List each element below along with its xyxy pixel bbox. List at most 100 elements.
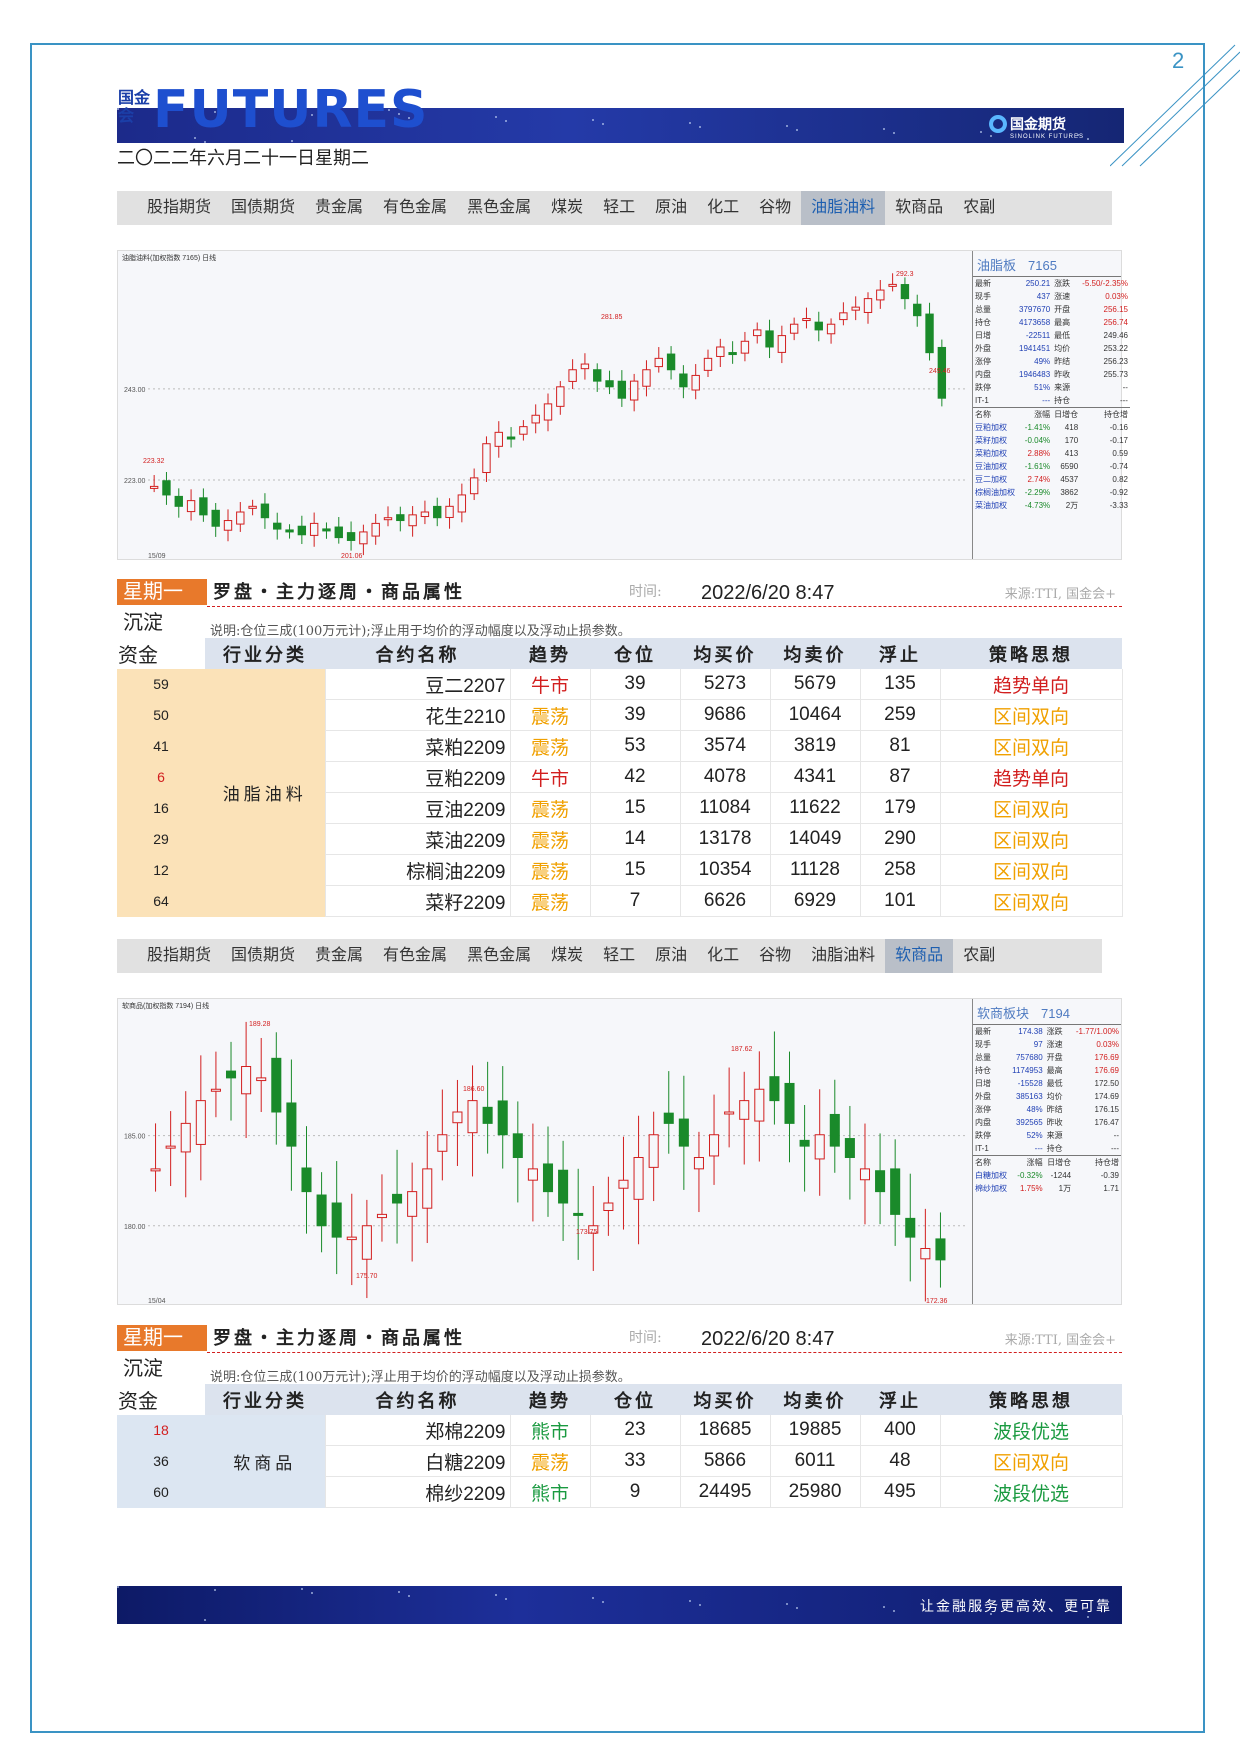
- nav-tab[interactable]: 有色金属: [383, 199, 448, 216]
- quote-list-row[interactable]: 豆二加权 2.74% 4537 0.82: [973, 473, 1130, 486]
- star-decoration: [689, 122, 691, 124]
- quote-list-row[interactable]: 菜籽加权 -0.04% 170 -0.17: [973, 434, 1130, 447]
- table-row[interactable]: 50 花生2210 震荡 39 9686 10464 259 区间双向: [117, 699, 1123, 731]
- nav-tab[interactable]: 轻工: [603, 199, 636, 216]
- nav-tab[interactable]: 油脂油料: [801, 191, 886, 225]
- chart-annotation: 175.70: [356, 1273, 378, 1280]
- star-decoration: [893, 132, 895, 134]
- candle: [888, 283, 897, 287]
- avg-buy-cell: 3574: [680, 730, 771, 762]
- nav-tab[interactable]: 化工: [707, 199, 740, 216]
- quote-cell: 现手: [975, 1040, 991, 1049]
- quote-cell: 255.73: [1103, 370, 1128, 379]
- nav-tab[interactable]: 软商品: [885, 939, 954, 973]
- quote-row: 跌停 52% 来源 --: [973, 1129, 1121, 1142]
- table-row[interactable]: 6 豆粕2209 牛市 42 4078 4341 87 趋势单向: [117, 761, 1123, 793]
- table-header: 均卖价: [770, 638, 860, 669]
- star-decoration: [117, 108, 119, 110]
- nav-tab[interactable]: 谷物: [759, 199, 792, 216]
- star-decoration: [796, 1607, 798, 1609]
- candle: [174, 495, 183, 507]
- candle: [162, 480, 171, 496]
- nav-tab[interactable]: 黑色金属: [467, 947, 532, 964]
- nav-tab[interactable]: 黑色金属: [467, 199, 532, 216]
- quote-list-cell: 0.82: [1112, 475, 1128, 484]
- trend-cell: 牛市: [510, 669, 591, 700]
- candle: [482, 1106, 493, 1124]
- candle: [273, 522, 282, 530]
- quote-list-cell: 2万: [1065, 501, 1079, 510]
- candle: [875, 1170, 886, 1193]
- strategy-cell: 区间双向: [940, 823, 1123, 855]
- candle: [437, 1134, 448, 1152]
- quote-list-row[interactable]: 棕榈油加权 -2.29% 3862 -0.92: [973, 486, 1130, 499]
- nav-tab[interactable]: 原油: [655, 947, 688, 964]
- nav-tab[interactable]: 国债期货: [231, 199, 296, 216]
- quote-list-row[interactable]: 豆粕加权 -1.41% 418 -0.16: [973, 421, 1130, 434]
- strategy-cell: 区间双向: [940, 885, 1123, 917]
- nav-tab[interactable]: 股指期货: [147, 199, 212, 216]
- price-chart: 油脂油料(加权指数 7165) 日线 243.00 223.00 15/09 223.3…: [117, 250, 1130, 560]
- table-row[interactable]: 60 棉纱2209 熊市 9 24495 25980 495 波段优选: [117, 1476, 1123, 1508]
- nav-tab[interactable]: 有色金属: [383, 947, 448, 964]
- quote-list-cell: -0.74: [1109, 462, 1128, 471]
- quote-list-cell: 2.74%: [1027, 475, 1051, 484]
- table-row[interactable]: 12 棕榈油2209 震荡 15 10354 11128 258 区间双向: [117, 854, 1123, 886]
- quote-list-row[interactable]: 白糖加权 -0.32% -1244 -0.39: [973, 1169, 1121, 1182]
- candle: [739, 1100, 750, 1120]
- star-decoration: [194, 137, 196, 139]
- table-row[interactable]: 41 菜粕2209 震荡 53 3574 3819 81 区间双向: [117, 730, 1123, 762]
- star-decoration: [301, 1588, 303, 1590]
- star-decoration: [699, 1604, 701, 1606]
- table-row[interactable]: 59 油脂油料 豆二2207 牛市 39 5273 5679 135 趋势单向: [117, 669, 1123, 917]
- quote-cell: 1946483: [1019, 370, 1051, 379]
- quote-list-row[interactable]: 棉纱加权 1.75% 1万 1.71: [973, 1182, 1121, 1195]
- candle: [199, 497, 208, 516]
- fund-rank-cell: 36: [117, 1445, 205, 1477]
- nav-tab[interactable]: 贵金属: [315, 947, 364, 964]
- fund-rank-cell: 18: [117, 1415, 205, 1446]
- quote-list-row[interactable]: 菜油加权 -4.73% 2万 -3.33: [973, 499, 1130, 512]
- quote-list-row[interactable]: 豆油加权 -1.61% 6590 -0.74: [973, 460, 1130, 473]
- candle: [482, 443, 491, 474]
- nav-tab[interactable]: 化工: [707, 947, 740, 964]
- float-stop-cell: 495: [860, 1476, 941, 1508]
- nav-tab[interactable]: 原油: [655, 199, 688, 216]
- trend-cell: 震荡: [510, 730, 591, 762]
- avg-sell-cell: 10464: [770, 699, 861, 731]
- nav-tab[interactable]: 油脂油料: [811, 947, 876, 964]
- candle: [876, 289, 885, 301]
- nav-tab[interactable]: 农副: [963, 947, 996, 964]
- avg-sell-cell: 3819: [770, 730, 861, 762]
- nav-tab[interactable]: 轻工: [603, 947, 636, 964]
- nav-tab[interactable]: 贵金属: [315, 199, 364, 216]
- quote-cell: 内盘: [975, 370, 991, 379]
- candle: [654, 357, 663, 368]
- nav-tab[interactable]: 农副: [963, 199, 996, 216]
- nav-tab[interactable]: 煤炭: [551, 947, 584, 964]
- quote-title: 软商板块 7194: [973, 999, 1121, 1025]
- table-row[interactable]: 18 软商品 郑棉2209 熊市 23 18685 19885 400 波段优选: [117, 1415, 1123, 1508]
- table-row[interactable]: 16 豆油2209 震荡 15 11084 11622 179 区间双向: [117, 792, 1123, 824]
- quote-cell: 172.50: [1094, 1079, 1119, 1088]
- quote-row: 跌停 51% 来源 --: [973, 381, 1130, 394]
- report-title: 罗盘・主力逐周・商品属性: [213, 1328, 465, 1349]
- nav-tab[interactable]: 软商品: [895, 199, 944, 216]
- table-row[interactable]: 36 白糖2209 震荡 33 5866 6011 48 区间双向: [117, 1445, 1123, 1477]
- quote-cell: 97: [1033, 1040, 1043, 1049]
- table-row[interactable]: 64 菜籽2209 震荡 7 6626 6929 101 区间双向: [117, 885, 1123, 917]
- nav-tab[interactable]: 国债期货: [231, 947, 296, 964]
- nav-tab[interactable]: 煤炭: [551, 199, 584, 216]
- quote-list-row[interactable]: 菜粕加权 2.88% 413 0.59: [973, 447, 1130, 460]
- table-row[interactable]: 29 菜油2209 震荡 14 13178 14049 290 区间双向: [117, 823, 1123, 855]
- quote-cell: --: [1113, 1131, 1119, 1140]
- candle: [593, 369, 602, 382]
- star-decoration: [408, 117, 410, 119]
- nav-tab[interactable]: 股指期货: [147, 947, 212, 964]
- contract-name-cell: 豆二2207: [325, 669, 511, 700]
- nav-tab[interactable]: 谷物: [759, 947, 792, 964]
- candle: [859, 1168, 871, 1181]
- quote-row: 最新 174.38 涨跌 -1.77/1.00%: [973, 1025, 1121, 1038]
- table-header: 均买价: [680, 1384, 770, 1415]
- quote-cell: 涨速: [1054, 292, 1071, 301]
